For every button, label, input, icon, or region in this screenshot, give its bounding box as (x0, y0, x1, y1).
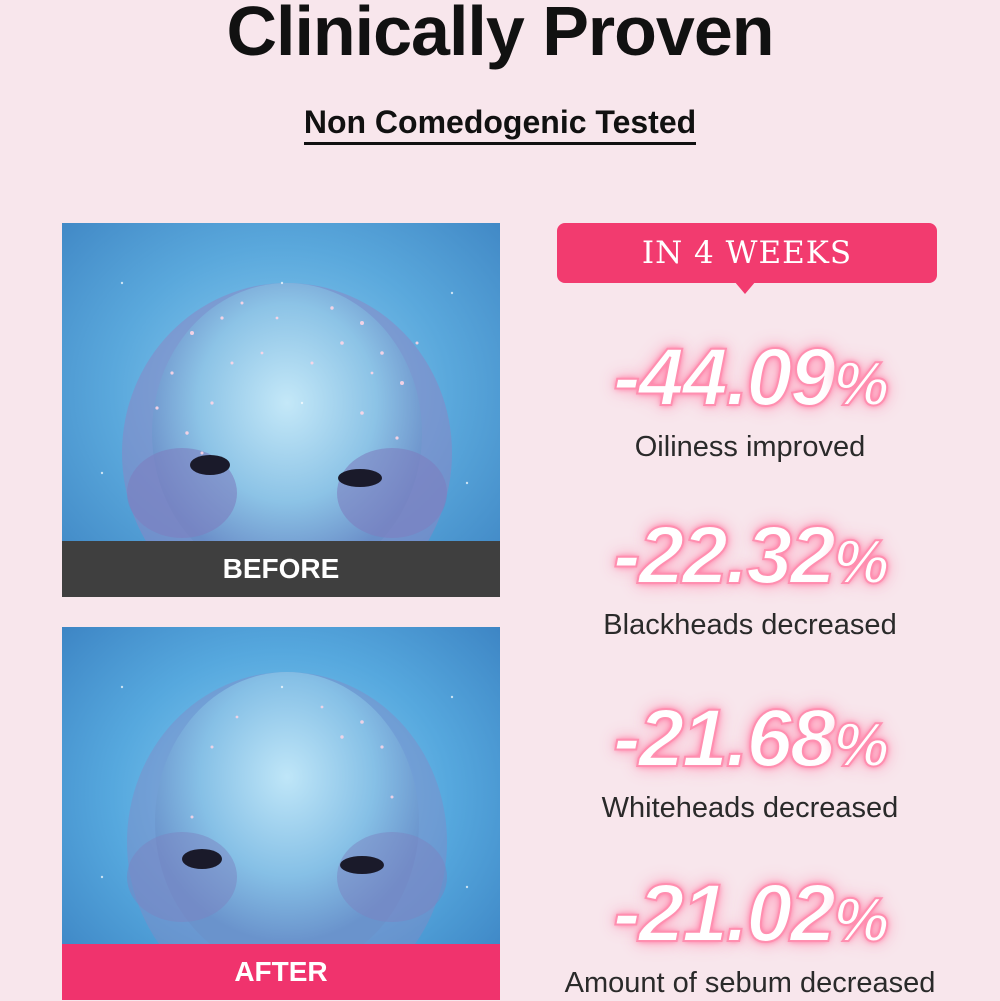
stat-oiliness: -44.09% Oiliness improved (540, 331, 960, 465)
stat-whiteheads: -21.68% Whiteheads decreased (540, 692, 960, 826)
stat-label: Whiteheads decreased (601, 792, 899, 824)
stat-unit: % (833, 710, 890, 781)
before-label: BEFORE (62, 541, 500, 597)
page-subtitle: Non Comedogenic Tested (0, 100, 1000, 145)
page-title: Clinically Proven (226, 0, 774, 70)
stat-blackheads: -22.32% Blackheads decreased (540, 509, 960, 643)
nose-before-image (62, 223, 500, 597)
after-label: AFTER (62, 944, 500, 1000)
duration-badge: IN 4 WEEKS (557, 223, 937, 283)
stat-unit: % (833, 349, 890, 420)
nose-after-image (62, 627, 500, 1000)
subtitle-text: Non Comedogenic Tested (303, 104, 697, 145)
stat-number: -44.09 (612, 331, 837, 424)
stat-number: -21.68 (612, 692, 837, 785)
stat-number: -21.02 (612, 867, 837, 960)
stat-value: -44.09% (540, 331, 960, 431)
stat-value: -21.02% (540, 867, 960, 967)
stat-label: Oiliness improved (634, 431, 866, 463)
before-photo: BEFORE (62, 223, 500, 597)
stat-value: -22.32% (540, 509, 960, 609)
stat-value: -21.68% (540, 692, 960, 792)
stat-unit: % (833, 527, 890, 598)
stat-label: Amount of sebum decreased (564, 967, 936, 999)
stat-unit: % (833, 885, 890, 956)
stat-number: -22.32 (612, 509, 837, 602)
stat-sebum: -21.02% Amount of sebum decreased (540, 867, 960, 1001)
stat-label: Blackheads decreased (603, 609, 897, 641)
after-photo: AFTER (62, 627, 500, 1000)
badge-pointer (734, 281, 756, 294)
